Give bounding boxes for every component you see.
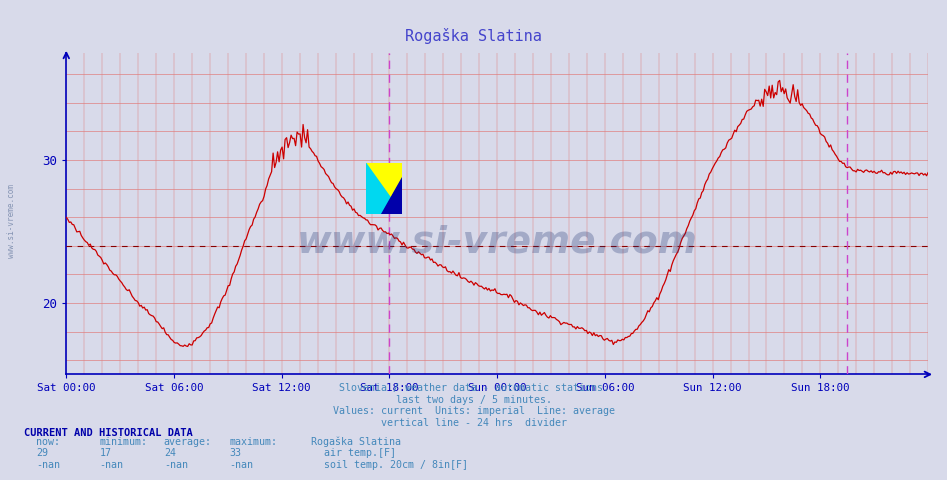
Text: minimum:: minimum: [99, 437, 148, 447]
Text: -nan: -nan [164, 460, 188, 470]
Text: soil temp. 20cm / 8in[F]: soil temp. 20cm / 8in[F] [324, 460, 468, 470]
Text: 33: 33 [229, 448, 241, 458]
Text: last two days / 5 minutes.: last two days / 5 minutes. [396, 395, 551, 405]
Text: now:: now: [36, 437, 60, 447]
Text: -nan: -nan [99, 460, 123, 470]
Text: Rogaška Slatina: Rogaška Slatina [311, 437, 401, 447]
Text: -nan: -nan [36, 460, 60, 470]
Text: vertical line - 24 hrs  divider: vertical line - 24 hrs divider [381, 418, 566, 428]
Text: average:: average: [164, 437, 212, 447]
Text: 24: 24 [164, 448, 176, 458]
Text: 29: 29 [36, 448, 48, 458]
Text: Values: current  Units: imperial  Line: average: Values: current Units: imperial Line: av… [332, 406, 615, 416]
Text: -nan: -nan [229, 460, 253, 470]
Polygon shape [366, 163, 402, 214]
Text: 17: 17 [99, 448, 112, 458]
Text: www.si-vreme.com: www.si-vreme.com [296, 225, 698, 261]
Text: maximum:: maximum: [229, 437, 277, 447]
Polygon shape [381, 177, 402, 214]
Text: www.si-vreme.com: www.si-vreme.com [7, 184, 16, 258]
Text: Slovenia / weather data - automatic stations.: Slovenia / weather data - automatic stat… [338, 383, 609, 393]
Text: CURRENT AND HISTORICAL DATA: CURRENT AND HISTORICAL DATA [24, 428, 192, 438]
Text: Rogaška Slatina: Rogaška Slatina [405, 28, 542, 44]
Text: air temp.[F]: air temp.[F] [324, 448, 396, 458]
